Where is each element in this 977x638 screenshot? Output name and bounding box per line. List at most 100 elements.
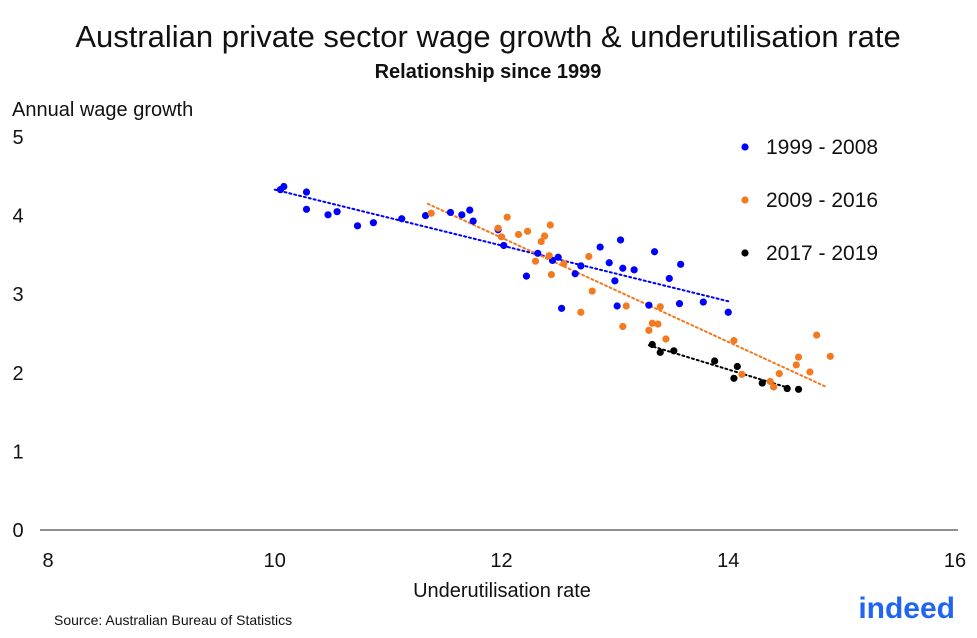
data-point-series-2 <box>494 224 502 232</box>
data-point-series-1 <box>500 241 508 250</box>
data-point-series-1 <box>596 243 604 251</box>
data-point-series-1 <box>616 236 625 244</box>
data-point-series-1 <box>554 253 562 261</box>
y-tick-label: 5 <box>12 127 23 149</box>
chart-title: Australian private sector wage growth & … <box>75 19 900 54</box>
data-point-series-2 <box>645 326 653 334</box>
legend-marker-1 <box>741 143 749 151</box>
data-point-series-3 <box>670 347 678 355</box>
x-tick-label: 16 <box>944 550 966 572</box>
data-point-series-1 <box>675 300 684 308</box>
data-point-series-2 <box>537 237 545 246</box>
data-point-series-1 <box>650 248 659 256</box>
data-point-series-2 <box>656 303 664 311</box>
source-note: Source: Australian Bureau of Statistics <box>54 612 292 628</box>
data-point-series-2 <box>619 322 627 331</box>
y-tick-label: 3 <box>12 284 23 306</box>
x-tick-label: 12 <box>490 550 512 572</box>
y-tick-label: 2 <box>12 363 23 385</box>
data-point-series-1 <box>469 217 477 225</box>
data-point-series-1 <box>353 222 362 230</box>
trend-lines <box>273 188 826 390</box>
legend-marker-3 <box>741 249 749 257</box>
data-point-series-2 <box>730 336 738 345</box>
data-point-series-3 <box>711 357 719 365</box>
data-point-series-1 <box>557 304 566 312</box>
legend-label-3: 2017 - 2019 <box>766 242 878 265</box>
data-point-series-2 <box>794 353 803 361</box>
chart-subtitle: Relationship since 1999 <box>375 61 602 83</box>
y-tick-label: 4 <box>12 206 23 228</box>
data-point-series-2 <box>654 320 662 328</box>
data-point-series-2 <box>826 352 834 360</box>
data-point-series-1 <box>665 274 673 283</box>
trend-line-series-2 <box>426 202 826 388</box>
data-point-series-1 <box>619 264 627 272</box>
data-points <box>276 182 834 393</box>
y-tick-labels: 0 1 2 3 4 5 <box>12 127 23 542</box>
data-point-series-1 <box>724 308 732 316</box>
data-point-series-1 <box>466 206 474 214</box>
data-point-series-1 <box>677 260 685 268</box>
data-point-series-2 <box>577 308 585 316</box>
data-point-series-2 <box>531 257 540 265</box>
data-point-series-2 <box>770 383 778 391</box>
data-point-series-1 <box>605 259 613 267</box>
data-point-series-1 <box>630 266 638 274</box>
x-tick-label: 8 <box>42 550 53 572</box>
data-point-series-2 <box>585 252 593 261</box>
data-point-series-1 <box>577 262 585 270</box>
data-point-series-2 <box>427 209 435 217</box>
legend-marker-2 <box>741 196 749 204</box>
data-point-series-2 <box>766 377 774 386</box>
data-point-series-1 <box>280 182 288 191</box>
y-tick-label: 1 <box>12 441 23 463</box>
data-point-series-3 <box>733 362 741 371</box>
data-point-series-1 <box>613 302 621 310</box>
data-point-series-2 <box>648 319 656 327</box>
data-point-series-3 <box>648 340 656 349</box>
data-point-series-3 <box>783 384 791 393</box>
data-point-series-2 <box>523 227 532 235</box>
data-point-series-2 <box>813 331 821 339</box>
data-point-series-3 <box>758 379 766 387</box>
legend-label-2: 2009 - 2016 <box>766 189 878 212</box>
data-point-series-2 <box>503 213 511 221</box>
data-point-series-1 <box>302 205 311 213</box>
data-point-series-2 <box>775 369 783 378</box>
data-point-series-1 <box>699 298 707 306</box>
data-point-series-2 <box>547 270 555 279</box>
data-point-series-2 <box>792 361 800 369</box>
data-point-series-2 <box>497 233 506 241</box>
data-point-series-3 <box>656 348 664 356</box>
data-point-series-1 <box>302 188 311 196</box>
data-point-series-3 <box>794 385 803 393</box>
data-point-series-2 <box>540 232 549 240</box>
data-point-series-2 <box>738 370 746 378</box>
x-tick-labels: 8 10 12 14 16 <box>42 550 966 572</box>
legend-label-1: 1999 - 2008 <box>766 136 878 159</box>
data-point-series-2 <box>514 230 523 239</box>
data-point-series-3 <box>730 374 738 382</box>
data-point-series-1 <box>645 301 653 309</box>
data-point-series-1 <box>458 211 466 219</box>
data-point-series-1 <box>534 249 542 257</box>
trend-line-series-1 <box>273 188 730 303</box>
data-point-series-1 <box>369 219 377 227</box>
x-tick-label: 10 <box>264 550 286 572</box>
data-point-series-1 <box>522 272 531 280</box>
x-axis-label: Underutilisation rate <box>413 580 591 602</box>
y-tick-label: 0 <box>12 520 23 542</box>
data-point-series-2 <box>806 368 814 376</box>
data-point-series-1 <box>333 208 341 216</box>
data-point-series-2 <box>545 252 553 260</box>
data-point-series-1 <box>446 208 455 217</box>
y-axis-label: Annual wage growth <box>12 99 193 121</box>
indeed-logo: indeed <box>858 592 955 625</box>
legend: 1999 - 2008 2009 - 2016 2017 - 2019 <box>741 136 878 265</box>
data-point-series-2 <box>622 302 630 310</box>
data-point-series-1 <box>421 212 430 220</box>
data-point-series-2 <box>662 335 670 343</box>
data-point-series-1 <box>324 211 332 219</box>
